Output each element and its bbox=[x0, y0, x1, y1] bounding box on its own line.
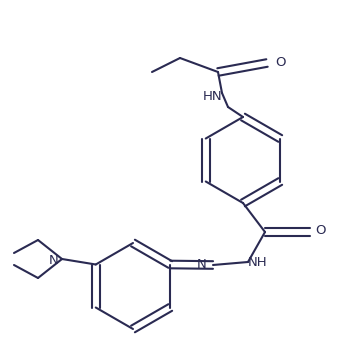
Text: O: O bbox=[275, 56, 285, 69]
Text: HN: HN bbox=[203, 90, 222, 103]
Text: N: N bbox=[197, 258, 207, 271]
Text: NH: NH bbox=[248, 257, 267, 270]
Text: O: O bbox=[315, 225, 325, 238]
Text: N: N bbox=[48, 253, 58, 266]
